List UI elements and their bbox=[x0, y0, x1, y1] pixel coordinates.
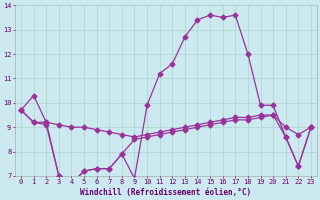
X-axis label: Windchill (Refroidissement éolien,°C): Windchill (Refroidissement éolien,°C) bbox=[80, 188, 252, 197]
